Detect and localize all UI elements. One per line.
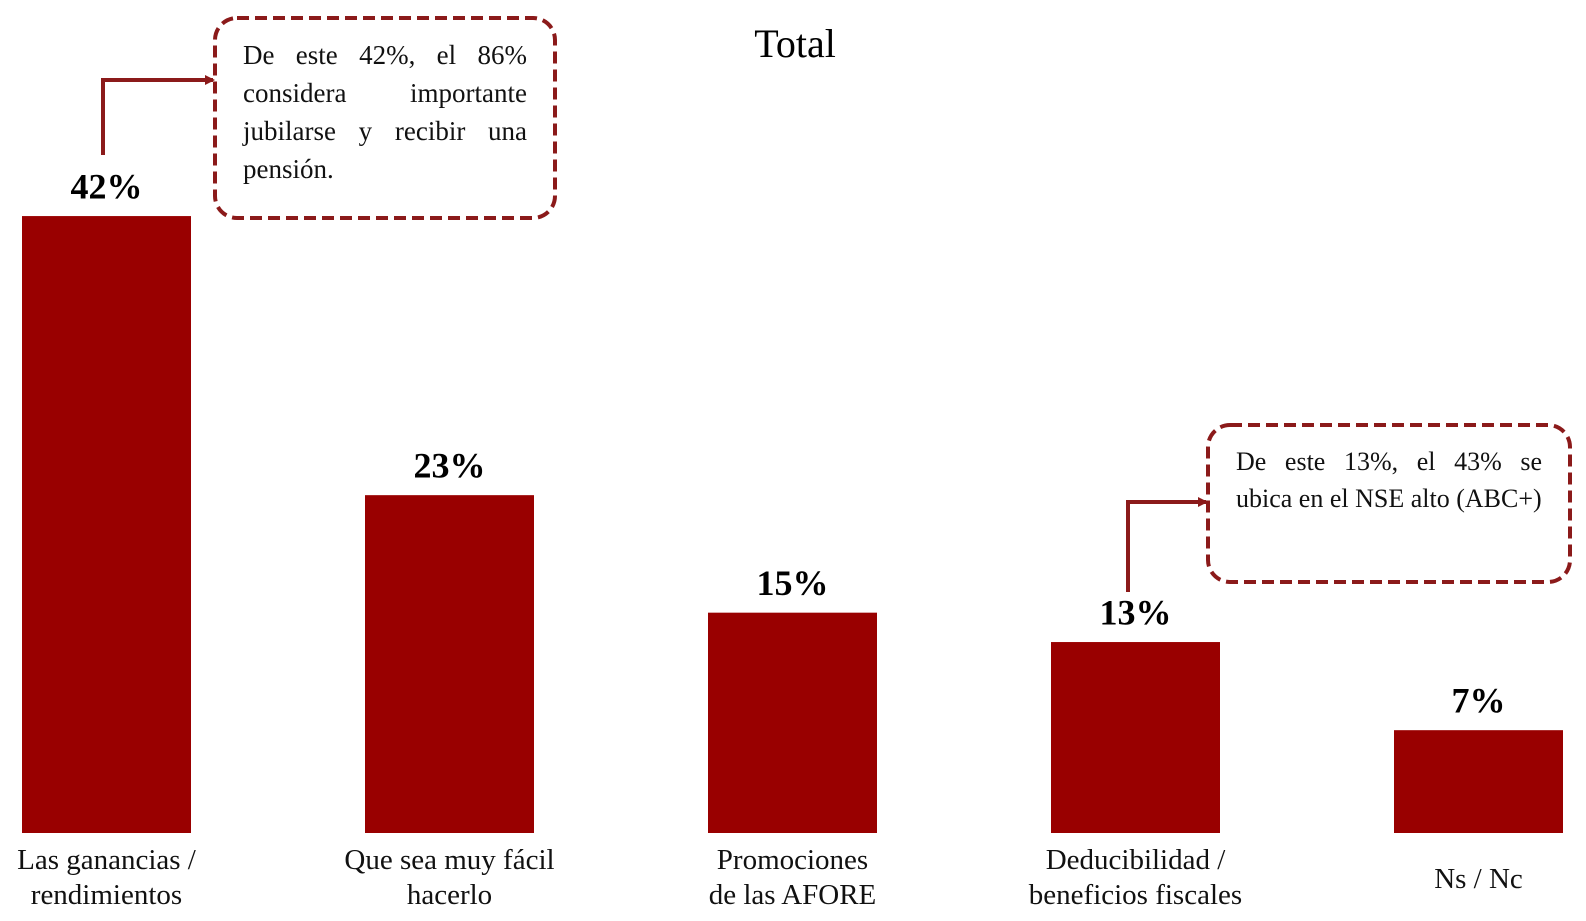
x-tick-label: Deducibilidad / beneficios fiscales	[986, 843, 1286, 913]
annotation-text: De este 13%, el 43% se ubica en el NSE a…	[1236, 443, 1542, 517]
bar	[22, 216, 191, 833]
bar	[1051, 642, 1220, 833]
value-label: 23%	[414, 445, 486, 485]
value-label: 13%	[1100, 592, 1172, 632]
bar	[708, 613, 877, 833]
value-label: 7%	[1452, 680, 1506, 720]
value-label: 42%	[71, 166, 143, 206]
value-label: 15%	[757, 563, 829, 603]
annotation-arrow	[103, 80, 213, 155]
x-tick-label: Ns / Nc	[1329, 862, 1586, 897]
annotation-text: De este 42%, el 86% considera importante…	[243, 36, 527, 188]
bar	[1394, 730, 1563, 833]
bar	[365, 495, 534, 833]
x-tick-label: Las ganancias / rendimientos	[0, 843, 257, 913]
page: Total 42% 23% 15% 13% 7% Las ganancias / ren…	[0, 0, 1586, 921]
chart-title: Total	[754, 21, 836, 66]
x-tick-label: Que sea muy fácil hacerlo	[300, 843, 600, 913]
x-tick-label: Promociones de las AFORE	[643, 843, 943, 913]
annotation-arrow	[1128, 502, 1206, 592]
